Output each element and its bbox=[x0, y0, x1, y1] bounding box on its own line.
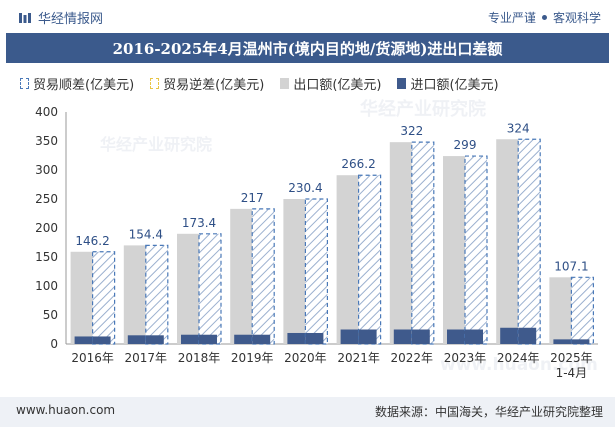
legend-item-surplus[interactable]: 贸易顺差(亿美元) bbox=[20, 74, 134, 93]
y-tick-label: 300 bbox=[35, 163, 58, 177]
export-bar bbox=[549, 277, 572, 344]
import-bar bbox=[127, 335, 146, 344]
dot-icon bbox=[541, 15, 547, 20]
export-bar bbox=[283, 199, 306, 344]
import-bar bbox=[234, 334, 253, 344]
tagline: 专业严谨 客观科学 bbox=[488, 9, 601, 26]
surplus-bar bbox=[304, 198, 328, 345]
brand[interactable]: 华经情报网 bbox=[18, 8, 103, 27]
data-label: 217 bbox=[241, 191, 264, 205]
import-bar-base bbox=[252, 334, 271, 344]
watermark-text: 华经产业研究院 bbox=[360, 98, 486, 120]
footer-source: 数据来源：中国海关，华经产业研究院整理 bbox=[374, 405, 603, 419]
import-bar-base bbox=[571, 339, 590, 344]
y-tick-label: 0 bbox=[50, 337, 58, 351]
x-tick-label: 1-4月 bbox=[556, 366, 588, 380]
export-bar bbox=[123, 245, 146, 344]
surplus-bar bbox=[91, 251, 116, 345]
brand-name: 华经情报网 bbox=[38, 12, 104, 27]
export-bar bbox=[443, 156, 465, 344]
export-bar bbox=[70, 251, 93, 344]
import-bar bbox=[340, 329, 359, 344]
data-label: 230.4 bbox=[288, 181, 322, 195]
data-label: 173.4 bbox=[182, 216, 216, 230]
legend-item-import[interactable]: 进口额(亿美元) bbox=[397, 74, 499, 93]
import-bar bbox=[181, 334, 199, 344]
y-tick-label: 100 bbox=[35, 279, 58, 293]
legend: 贸易顺差(亿美元) 贸易逆差(亿美元) 出口额(亿美元) 进口额(亿美元) bbox=[20, 74, 499, 93]
y-tick-label: 400 bbox=[35, 105, 58, 119]
export-bar bbox=[336, 175, 359, 344]
surplus-bar bbox=[464, 155, 488, 345]
import-bar-base bbox=[465, 329, 483, 344]
import-bar-base bbox=[518, 327, 537, 344]
surplus-bar bbox=[251, 208, 275, 345]
x-tick-label: 2020年 bbox=[284, 351, 327, 365]
x-tick-label: 2016年 bbox=[71, 351, 114, 365]
x-tick-label: 2021年 bbox=[337, 351, 380, 365]
import-bar-base bbox=[145, 335, 164, 344]
legend-item-deficit[interactable]: 贸易逆差(亿美元) bbox=[150, 74, 264, 93]
y-tick-label: 50 bbox=[43, 308, 58, 322]
export-bar bbox=[389, 142, 412, 344]
legend-label-export: 出口额(亿美元) bbox=[293, 77, 382, 93]
chart-title: 2016-2025年4月温州市(境内目的地/货源地)进出口差额 bbox=[6, 33, 609, 63]
data-label: 266.2 bbox=[341, 157, 375, 171]
x-tick-label: 2025年 bbox=[550, 351, 593, 365]
legend-swatch-import bbox=[397, 77, 407, 89]
legend-label-import: 进口额(亿美元) bbox=[410, 77, 499, 93]
watermark-text: 华经产业研究院 bbox=[100, 135, 212, 154]
data-label: 107.1 bbox=[554, 259, 588, 273]
import-bar bbox=[553, 339, 572, 344]
x-tick-label: 2024年 bbox=[497, 351, 540, 365]
import-bar-base bbox=[358, 329, 377, 344]
y-tick-label: 150 bbox=[35, 250, 58, 264]
legend-swatch-export bbox=[280, 77, 290, 89]
import-bar-base bbox=[199, 334, 217, 344]
x-tick-label: 2022年 bbox=[391, 351, 434, 365]
data-label: 146.2 bbox=[75, 234, 109, 248]
import-bar-base bbox=[305, 332, 324, 344]
tagline-right: 客观科学 bbox=[552, 11, 601, 25]
surplus-bar bbox=[517, 138, 541, 345]
legend-label-surplus: 贸易顺差(亿美元) bbox=[33, 77, 135, 93]
y-tick-label: 200 bbox=[35, 221, 58, 235]
surplus-bar bbox=[411, 141, 435, 345]
data-label: 299 bbox=[454, 138, 477, 152]
y-tick-label: 250 bbox=[35, 192, 58, 206]
data-label: 154.4 bbox=[129, 227, 163, 241]
x-tick-label: 2018年 bbox=[178, 351, 221, 365]
import-bar-base bbox=[411, 329, 430, 344]
x-tick-label: 2017年 bbox=[125, 351, 168, 365]
legend-swatch-deficit bbox=[150, 77, 160, 89]
surplus-bar bbox=[145, 244, 169, 345]
export-bar bbox=[177, 233, 199, 344]
import-bar bbox=[447, 329, 465, 344]
surplus-bar bbox=[198, 233, 222, 345]
tagline-left: 专业严谨 bbox=[487, 11, 536, 25]
footer-website[interactable]: www.huaon.com bbox=[16, 403, 116, 417]
import-bar bbox=[500, 327, 519, 344]
import-bar bbox=[287, 332, 306, 344]
watermark-text: www.huaon.com bbox=[440, 355, 598, 375]
x-tick-label: 2019年 bbox=[231, 351, 274, 365]
export-bar bbox=[496, 139, 519, 344]
import-bar bbox=[74, 336, 93, 344]
data-label: 322 bbox=[400, 124, 423, 138]
surplus-bar bbox=[570, 276, 595, 345]
import-bar bbox=[393, 329, 412, 344]
legend-label-deficit: 贸易逆差(亿美元) bbox=[163, 77, 265, 93]
export-bar bbox=[230, 208, 253, 344]
import-bar-base bbox=[92, 336, 111, 344]
y-tick-label: 350 bbox=[35, 134, 58, 148]
legend-swatch-surplus bbox=[20, 77, 29, 89]
footer: www.huaon.com 数据来源：中国海关，华经产业研究院整理 bbox=[0, 397, 615, 427]
surplus-bar bbox=[358, 174, 382, 345]
brand-logo-icon bbox=[19, 12, 31, 23]
top-bar: 华经情报网 专业严谨 客观科学 bbox=[0, 0, 615, 32]
x-tick-label: 2023年 bbox=[444, 351, 487, 365]
data-label: 324 bbox=[507, 121, 530, 135]
legend-item-export[interactable]: 出口额(亿美元) bbox=[280, 74, 381, 93]
